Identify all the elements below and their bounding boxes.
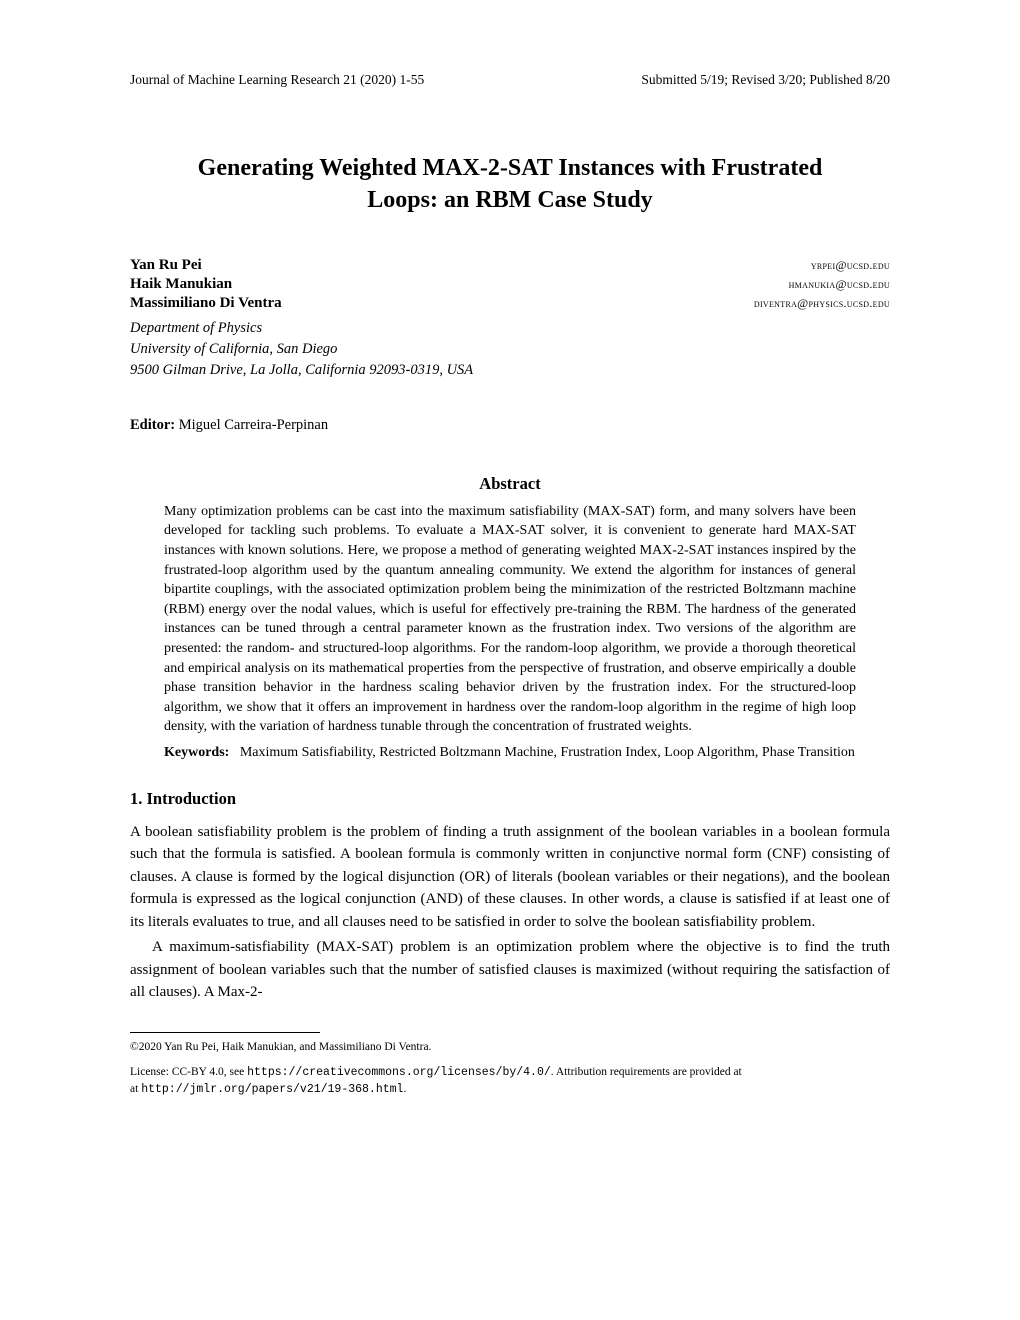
author-row: Massimiliano Di Ventra diventra@physics.… — [130, 295, 890, 312]
editor-label: Editor: — [130, 417, 175, 433]
author-row: Yan Ru Pei yrpei@ucsd.edu — [130, 257, 890, 274]
body-paragraph: A boolean satisfiability problem is the … — [130, 821, 890, 934]
license-url[interactable]: https://creativecommons.org/licenses/by/… — [247, 1066, 551, 1079]
section-heading: 1. Introduction — [130, 789, 890, 809]
paper-page: Journal of Machine Learning Research 21 … — [0, 0, 1020, 1320]
author-email: diventra@physics.ucsd.edu — [754, 296, 890, 311]
author-block: Yan Ru Pei yrpei@ucsd.edu Haik Manukian … — [130, 257, 890, 312]
body-paragraph: A maximum-satisfiability (MAX-SAT) probl… — [130, 936, 890, 1004]
author-email: hmanukia@ucsd.edu — [789, 277, 890, 292]
journal-ref: Journal of Machine Learning Research 21 … — [130, 72, 424, 88]
submission-dates: Submitted 5/19; Revised 3/20; Published … — [641, 72, 890, 88]
abstract-heading: Abstract — [130, 474, 890, 494]
license-at: at — [130, 1083, 141, 1095]
affiliation-line: 9500 Gilman Drive, La Jolla, California … — [130, 362, 473, 378]
title-line-2: Loops: an RBM Case Study — [367, 187, 652, 213]
affiliation: Department of Physics University of Cali… — [130, 318, 890, 381]
footer-rule — [130, 1032, 320, 1033]
keywords: Keywords: Maximum Satisfiability, Restri… — [164, 743, 856, 763]
editor-name: Miguel Carreira-Perpinan — [179, 417, 328, 433]
keywords-label: Keywords: — [164, 745, 229, 760]
license-mid: . Attribution requirements are provided … — [551, 1066, 742, 1078]
title-line-1: Generating Weighted MAX-2-SAT Instances … — [198, 155, 823, 181]
editor-line: Editor: Miguel Carreira-Perpinan — [130, 417, 890, 434]
author-row: Haik Manukian hmanukia@ucsd.edu — [130, 276, 890, 293]
author-name: Yan Ru Pei — [130, 257, 202, 274]
abstract-body: Many optimization problems can be cast i… — [164, 502, 856, 737]
copyright-line: ©2020 Yan Ru Pei, Haik Manukian, and Mas… — [130, 1039, 890, 1056]
running-header: Journal of Machine Learning Research 21 … — [130, 72, 890, 88]
author-email: yrpei@ucsd.edu — [811, 258, 890, 273]
author-name: Haik Manukian — [130, 276, 232, 293]
paper-url[interactable]: http://jmlr.org/papers/v21/19-368.html — [141, 1083, 403, 1096]
affiliation-line: Department of Physics — [130, 320, 262, 336]
license-prefix: License: CC-BY 4.0, see — [130, 1066, 247, 1078]
keywords-text: Maximum Satisfiability, Restricted Boltz… — [240, 745, 855, 760]
author-name: Massimiliano Di Ventra — [130, 295, 282, 312]
affiliation-line: University of California, San Diego — [130, 341, 337, 357]
license-end: . — [403, 1083, 406, 1095]
paper-title: Generating Weighted MAX-2-SAT Instances … — [130, 152, 890, 217]
license-line: License: CC-BY 4.0, see https://creative… — [130, 1064, 890, 1099]
